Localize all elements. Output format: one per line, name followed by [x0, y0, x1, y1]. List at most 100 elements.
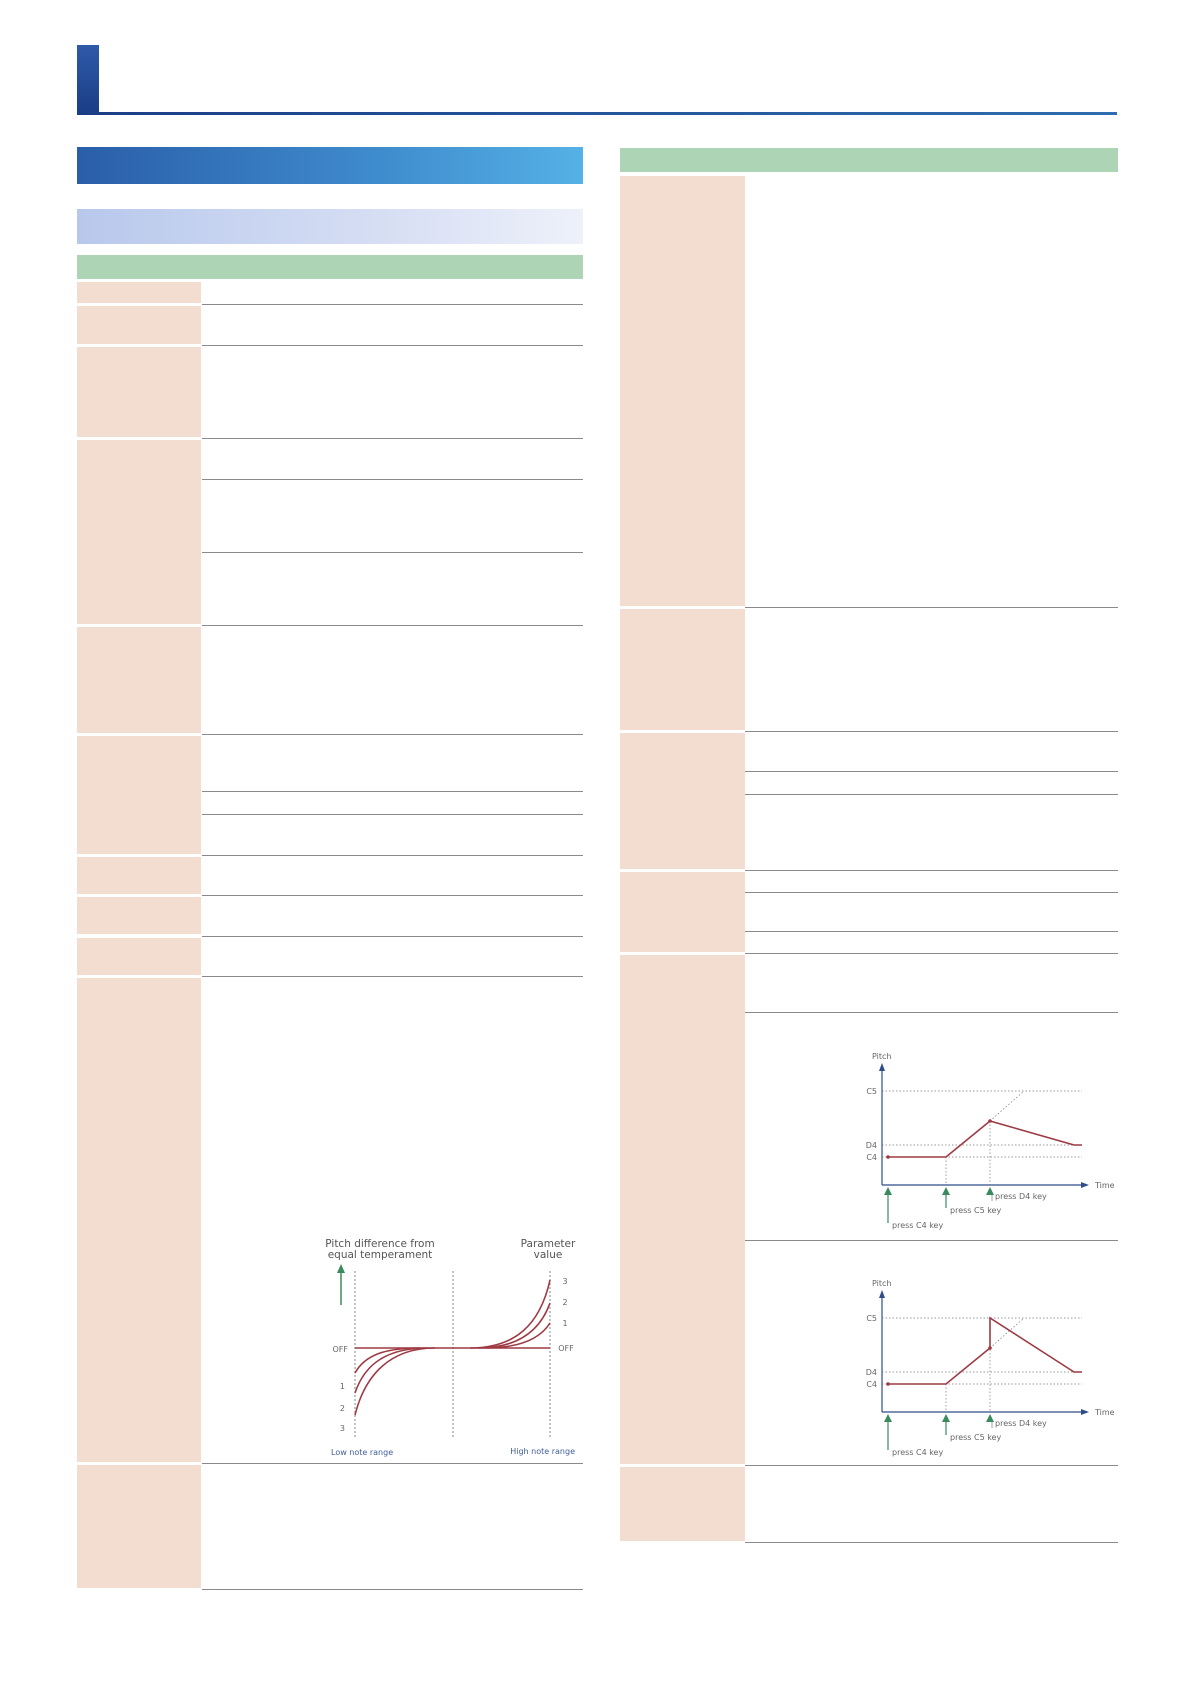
row-divider — [202, 734, 583, 735]
c5-target-guide — [989, 1090, 1025, 1122]
event-arrow-d4-icon — [986, 1187, 994, 1201]
left-table-header — [77, 255, 583, 279]
curve-high-2 — [477, 1302, 551, 1349]
param-label-cell — [620, 733, 745, 869]
event-label-c5: press C5 key — [950, 1206, 1001, 1215]
y-label-line1: Pitch difference from — [325, 1238, 434, 1250]
param-label-cell — [77, 282, 201, 303]
param-label-cell — [77, 347, 201, 437]
param-label-cell — [77, 978, 201, 1462]
up-arrow-icon — [337, 1264, 345, 1305]
row-divider — [745, 771, 1118, 772]
right-tick-2: 2 — [562, 1298, 567, 1307]
time-axis-label: Time — [1094, 1408, 1115, 1417]
row-divider — [202, 814, 583, 815]
param-label-cell — [77, 938, 201, 975]
param-label-cell — [620, 955, 745, 1464]
row-divider — [202, 552, 583, 553]
pitch-axis-label: Pitch — [872, 1279, 891, 1288]
param-label-cell — [77, 857, 201, 894]
row-divider — [202, 895, 583, 896]
row-divider — [202, 976, 583, 977]
event-arrow-c4-icon — [884, 1414, 892, 1450]
right-tick-3: 3 — [562, 1277, 567, 1286]
row-divider — [202, 345, 583, 346]
row-divider — [202, 304, 583, 305]
param-label-cell — [77, 627, 201, 733]
row-divider — [202, 855, 583, 856]
param-label-cell — [620, 1467, 745, 1541]
pitch-point — [988, 1346, 992, 1350]
row-divider — [202, 791, 583, 792]
row-divider — [745, 731, 1118, 732]
portamento-chart-rate: Pitch Time C5 D4 C4 press C4 key press C… — [866, 1052, 1115, 1230]
pitch-axis — [879, 1290, 885, 1412]
param-label-cell — [620, 872, 745, 952]
pitch-axis-label: Pitch — [872, 1052, 891, 1061]
chapter-tab-marker — [77, 45, 99, 114]
left-tick-2: 2 — [340, 1404, 345, 1413]
row-divider — [745, 1465, 1118, 1466]
tick-c5: C5 — [866, 1314, 877, 1323]
right-table-header — [620, 148, 1118, 172]
row-divider — [745, 607, 1118, 608]
tick-d4: D4 — [866, 1141, 877, 1150]
pitch-point — [886, 1382, 890, 1386]
param-label-line2: value — [534, 1249, 563, 1261]
curve-low-1 — [354, 1347, 421, 1374]
event-label-c4: press C4 key — [892, 1221, 943, 1230]
param-label-cell — [77, 1465, 201, 1588]
pitch-point — [886, 1155, 890, 1159]
pitch-line — [888, 1120, 1082, 1158]
row-divider — [202, 479, 583, 480]
section-title-bar — [77, 147, 583, 184]
row-divider — [745, 1240, 1118, 1241]
left-tick-1: 1 — [340, 1382, 345, 1391]
param-label-cell — [77, 440, 201, 624]
row-divider — [745, 794, 1118, 795]
row-divider — [745, 892, 1118, 893]
time-axis — [882, 1409, 1089, 1415]
row-divider — [202, 936, 583, 937]
param-label-cell — [620, 176, 745, 606]
row-divider — [745, 1542, 1118, 1543]
event-arrow-d4-icon — [986, 1414, 994, 1428]
tick-c5: C5 — [866, 1087, 877, 1096]
row-divider — [202, 438, 583, 439]
left-tick-3: 3 — [340, 1424, 345, 1433]
curve-low-2 — [354, 1347, 429, 1394]
curve-high-3 — [469, 1279, 551, 1349]
row-divider — [745, 931, 1118, 932]
right-tick-off: OFF — [558, 1344, 574, 1353]
pitch-axis — [879, 1063, 885, 1185]
low-range-label: Low note range — [331, 1448, 393, 1457]
event-label-c4: press C4 key — [892, 1448, 943, 1457]
pitch-point — [988, 1119, 992, 1123]
time-axis-label: Time — [1094, 1181, 1115, 1190]
param-label-cell — [620, 609, 745, 730]
header-rule — [77, 112, 1117, 115]
right-tick-1: 1 — [562, 1319, 567, 1328]
event-arrow-c5-icon — [942, 1414, 950, 1435]
row-divider — [745, 870, 1118, 871]
tick-d4: D4 — [866, 1368, 877, 1377]
y-label-line2: equal temperament — [328, 1249, 433, 1261]
event-label-d4: press D4 key — [995, 1419, 1047, 1428]
high-range-label: High note range — [510, 1447, 575, 1456]
stretch-tune-curve-chart: Pitch difference from equal temperament … — [325, 1238, 576, 1457]
event-label-c5: press C5 key — [950, 1433, 1001, 1442]
time-axis — [882, 1182, 1089, 1188]
tick-c4: C4 — [866, 1380, 877, 1389]
curve-low-3 — [354, 1347, 436, 1416]
c5-target-guide — [989, 1317, 1025, 1349]
left-tick-off: OFF — [333, 1345, 349, 1354]
row-divider — [202, 1463, 583, 1464]
pitch-line — [888, 1316, 1082, 1385]
param-label-line1: Parameter — [521, 1238, 576, 1250]
row-divider — [202, 625, 583, 626]
event-arrow-c4-icon — [884, 1187, 892, 1223]
row-divider — [745, 953, 1118, 954]
event-label-d4: press D4 key — [995, 1192, 1047, 1201]
param-label-cell — [77, 897, 201, 934]
event-arrow-c5-icon — [942, 1187, 950, 1208]
